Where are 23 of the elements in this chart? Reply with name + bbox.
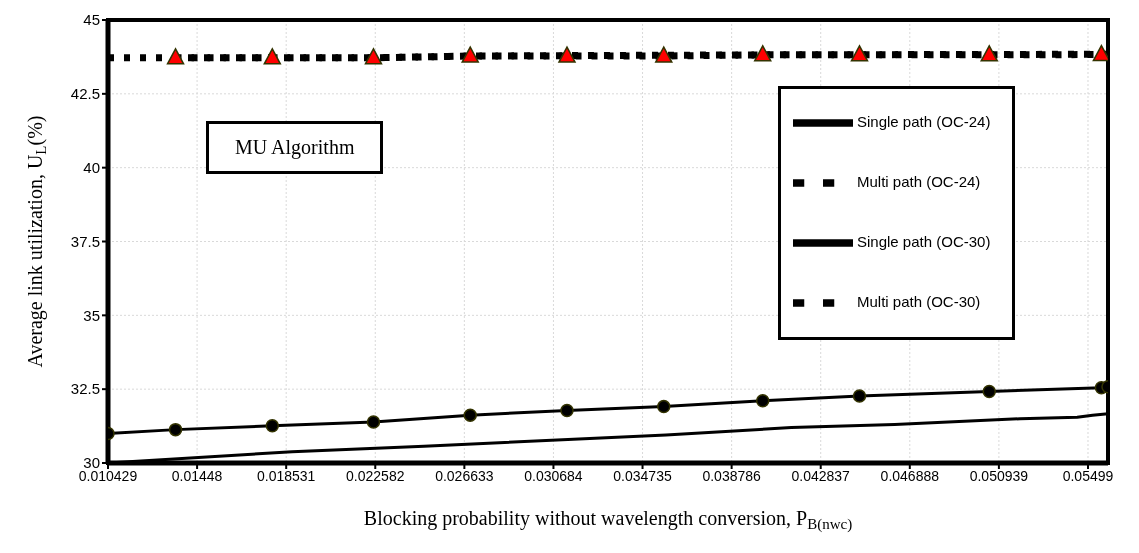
y-tick-label: 37.5	[70, 232, 100, 250]
y-tick-label: 40	[83, 158, 100, 176]
x-tick-label: 0.038786	[702, 467, 762, 484]
x-tick-label: 0.042837	[791, 467, 851, 484]
legend-label: Multi path (OC-30)	[857, 292, 981, 310]
y-tick-label: 32.5	[70, 380, 100, 398]
x-tick-label: 0.026633	[435, 467, 494, 484]
legend-label: Single path (OC-24)	[857, 112, 991, 130]
annotation: MU Algorithm	[206, 121, 384, 174]
x-tick-label: 0.034735	[613, 467, 672, 484]
x-tick-label: 0.018531	[256, 467, 316, 484]
x-tick-label: 0.01448	[171, 467, 223, 484]
legend-label: Single path (OC-30)	[857, 232, 991, 250]
y-tick-label: 35	[83, 306, 100, 324]
x-tick-label: 0.030684	[524, 467, 583, 484]
x-tick-label: 0.05499	[1062, 467, 1114, 484]
x-tick-label: 0.046888	[880, 467, 940, 484]
legend-label: Multi path (OC-24)	[857, 172, 981, 190]
x-axis-title: Blocking probability without wavelength conversion, P$_{B(nwc)}$	[363, 507, 853, 533]
y-tick-label: 45	[83, 11, 100, 29]
x-tick-label: 0.050939	[969, 467, 1029, 484]
x-tick-label: 0.022582	[346, 467, 405, 484]
y-tick-label: 42.5	[70, 85, 100, 103]
